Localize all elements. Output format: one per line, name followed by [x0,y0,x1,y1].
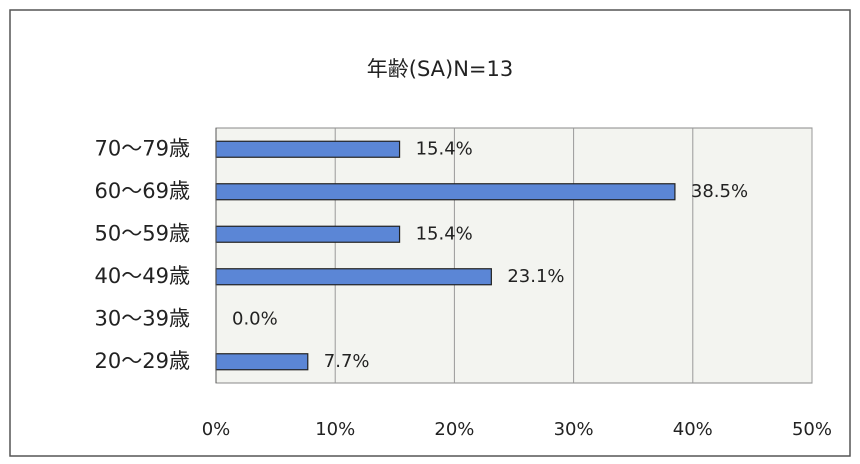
y-tick-label: 30～39歳 [95,306,190,330]
chart-title: 年齢(SA)N=13 [367,57,514,81]
x-tick-label: 10% [315,419,355,440]
value-label: 15.4% [416,138,473,159]
value-label: 7.7% [324,351,370,372]
x-tick-label: 50% [792,419,832,440]
y-tick-label: 50～59歳 [95,221,190,245]
bar [215,268,492,286]
x-tick-label: 20% [434,419,474,440]
plot-area [215,127,813,384]
x-tick-label: 40% [673,419,713,440]
bar [215,353,309,371]
value-label: 15.4% [416,223,473,244]
y-tick-label: 40～49歳 [95,264,190,288]
bar [215,225,401,243]
value-label: 38.5% [691,181,748,202]
bar [215,140,401,158]
bar [215,183,676,201]
value-label: 23.1% [507,266,564,287]
y-tick-label: 60～69歳 [95,179,190,203]
y-tick-label: 70～79歳 [95,136,190,160]
x-tick-label: 30% [554,419,594,440]
y-tick-label: 20～29歳 [95,349,190,373]
x-tick-label: 0% [202,419,231,440]
value-label: 0.0% [232,308,278,329]
